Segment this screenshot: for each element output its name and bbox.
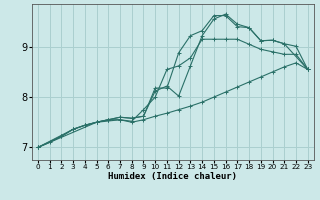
X-axis label: Humidex (Indice chaleur): Humidex (Indice chaleur) xyxy=(108,172,237,181)
